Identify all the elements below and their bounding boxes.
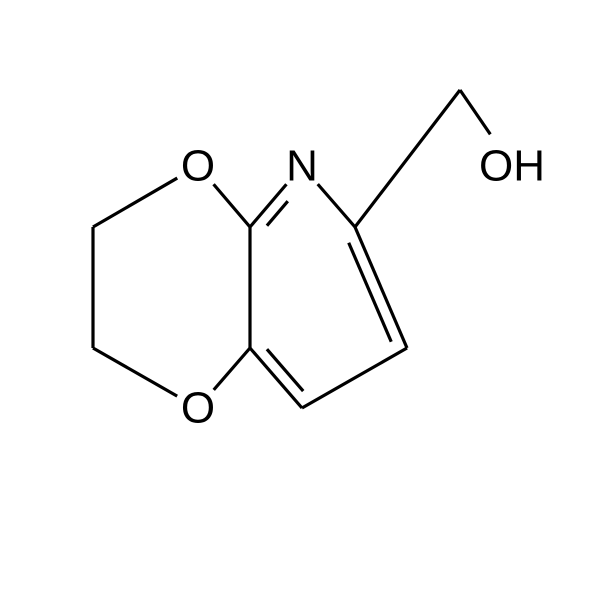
bond bbox=[250, 184, 286, 227]
bond bbox=[214, 348, 250, 390]
bond bbox=[302, 348, 407, 408]
bond bbox=[214, 184, 250, 227]
bond bbox=[349, 243, 392, 342]
atom-label-o_bottom: O bbox=[181, 384, 215, 433]
atom-label-o_top: O bbox=[181, 142, 215, 191]
atom-label-oh: OH bbox=[479, 142, 545, 191]
bond bbox=[355, 90, 460, 227]
molecule-diagram: O N O OH bbox=[0, 0, 600, 600]
bonds-layer bbox=[93, 90, 490, 408]
bond bbox=[93, 178, 177, 227]
bond bbox=[267, 349, 303, 391]
bond bbox=[93, 348, 177, 396]
bond bbox=[460, 90, 490, 134]
bond bbox=[318, 184, 355, 227]
atom-labels-layer: O N O OH bbox=[181, 142, 545, 433]
atom-label-n: N bbox=[286, 142, 318, 191]
bond bbox=[250, 348, 302, 408]
bond bbox=[355, 227, 407, 348]
